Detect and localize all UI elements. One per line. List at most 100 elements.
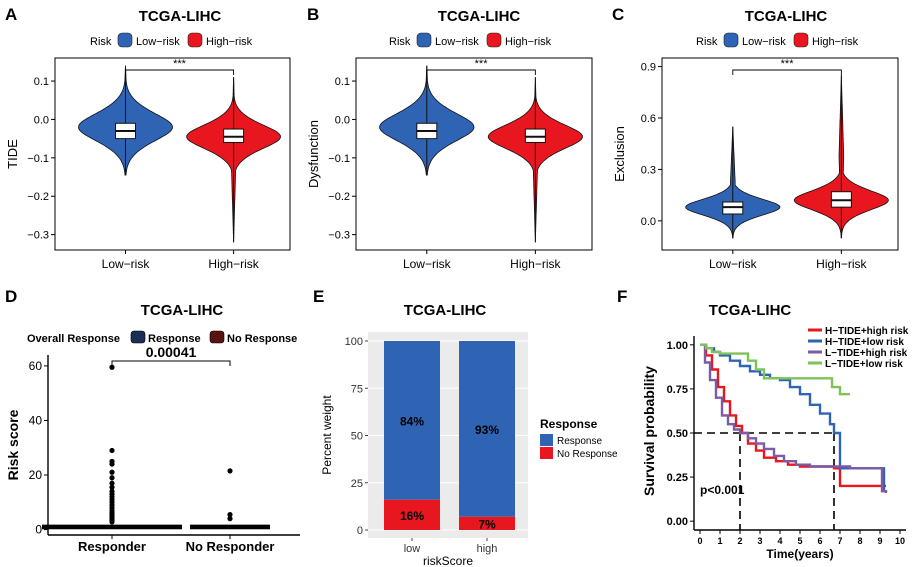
panel-e-title: TCGA-LIHC — [404, 302, 487, 319]
panel-c-ytick-label: 0.6 — [641, 113, 656, 125]
panel-e-legend-title: Response — [540, 417, 598, 431]
panel-d-legend-title: Overall Response — [27, 333, 120, 345]
panel-b-title: TCGA-LIHC — [438, 8, 521, 25]
panel-b-ytick-label: −0.1 — [328, 153, 350, 165]
panel-d-outlier — [109, 519, 115, 525]
panel-b-legend-label-low: Low−risk — [435, 36, 479, 48]
panel-f-legend-label-3: L−TIDE+low risk — [825, 359, 903, 370]
panel-letter-c: C — [612, 5, 624, 24]
panel-c-axes — [661, 57, 899, 251]
panel-a-legend-label-low: Low−risk — [136, 36, 180, 48]
panel-d-ylabel: Risk score — [5, 409, 21, 480]
panel-d-outlier — [109, 461, 115, 467]
panel-a-legend-swatch-low — [117, 32, 133, 48]
panel-f-xtick-label: 0 — [697, 536, 702, 546]
panel-d-ytick-label: 0 — [35, 523, 42, 537]
panel-e-label-noresponse-low: 16% — [400, 509, 424, 523]
panel-e-ytick-label: 50 — [351, 431, 363, 443]
panel-c-legend-title: Risk — [696, 36, 718, 48]
panel-f-legend-label-1: H−TIDE+low risk — [825, 337, 904, 348]
panel-f: TCGA-LIHC 1.00 0.75 0.50 0.25 0.00 0 1 2 3 4 5 6 7 8 9 1… — [641, 302, 909, 561]
panel-e: TCGA-LIHC 100 75 50 25 0 Percent weight 84% 16% l… — [320, 302, 618, 567]
panel-c: TCGA-LIHC Risk Low−risk High−risk 0.9 0.6 0.3 0… — [612, 8, 899, 271]
panel-f-xtick-label: 10 — [895, 536, 905, 546]
panel-letter-a: A — [5, 5, 17, 24]
panel-f-ytick-label: 0.00 — [667, 516, 688, 528]
panel-f-xtick-label: 8 — [857, 536, 862, 546]
panel-d-ytick-label: 40 — [29, 413, 43, 427]
panel-e-ytick-label: 75 — [351, 383, 363, 395]
panel-d-xtick-label: No Responder — [186, 539, 275, 554]
panel-a-xtick-label: High−risk — [208, 257, 259, 271]
panel-e-legend-label-response: Response — [557, 436, 602, 447]
panel-e-ytick-label: 25 — [351, 478, 363, 490]
panel-a-bracket — [125, 69, 235, 75]
panel-d-outlier — [109, 364, 115, 370]
panel-e-legend-label-noresponse: No Response — [557, 449, 618, 460]
panel-f-legend-label-0: H−TIDE+high risk — [825, 326, 909, 337]
panel-d-legend-label-response: Response — [148, 333, 201, 345]
panel-d-legend-swatch-noresponse — [209, 330, 225, 344]
panel-a-significance: *** — [173, 58, 187, 70]
panel-f-ytick-label: 1.00 — [667, 340, 688, 352]
panel-c-bracket — [732, 69, 842, 75]
panel-a-ytick-label: −0.2 — [27, 191, 49, 203]
panel-f-xtick-label: 1 — [717, 536, 722, 546]
panel-a-axes — [54, 57, 291, 251]
panel-d-legend-swatch-response — [130, 330, 146, 344]
panel-d-outlier — [227, 468, 233, 474]
panel-c-legend-label-high: High−risk — [812, 36, 859, 48]
panel-a-legend-title: Risk — [90, 36, 112, 48]
panel-f-curve-1 — [700, 343, 886, 492]
panel-e-label-noresponse-high: 7% — [478, 517, 496, 531]
panel-e-ytick-label: 100 — [345, 336, 363, 348]
panel-d-outlier — [109, 447, 115, 454]
panel-a-ytick-label: −0.1 — [27, 153, 49, 165]
panel-b-ytick-label: −0.2 — [328, 191, 350, 203]
panel-e-label-response-high: 93% — [475, 423, 499, 437]
panel-e-ytick-label: 0 — [357, 525, 363, 537]
panel-c-legend-label-low: Low−risk — [742, 36, 786, 48]
panel-f-curve-3 — [700, 343, 850, 396]
panel-f-ytick-label: 0.50 — [667, 428, 688, 440]
panel-e-xtick-label: low — [404, 543, 421, 555]
panel-b-legend-swatch-low — [416, 32, 432, 48]
panel-c-legend-swatch-low — [723, 32, 739, 48]
panel-c-legend-swatch-high — [793, 32, 809, 48]
panel-letter-d: D — [5, 287, 17, 306]
panel-b-ytick-label: 0.1 — [335, 76, 350, 88]
panel-letter-f: F — [617, 287, 627, 306]
panel-a-ylabel: TIDE — [5, 139, 20, 169]
panel-f-xtick-label: 9 — [877, 536, 882, 546]
panel-c-significance: *** — [781, 58, 795, 70]
panel-b-legend-label-high: High−risk — [505, 36, 552, 48]
panel-a: TCGA-LIHC Risk Low−risk High−risk 0.1 0.0 −0.1… — [5, 8, 291, 271]
panel-c-ylabel: Exclusion — [612, 126, 627, 182]
panel-e-legend-swatch-noresponse — [540, 447, 553, 459]
panel-d-outlier — [109, 484, 115, 490]
panel-a-legend-label-high: High−risk — [206, 36, 253, 48]
panel-b-axes — [355, 57, 593, 251]
panel-e-bar-noresponse-high — [459, 516, 515, 530]
panel-b-ytick-label: −0.3 — [328, 230, 350, 242]
panel-d-outlier — [227, 511, 233, 518]
panel-d-bracket — [111, 360, 231, 366]
panel-a-ytick-label: 0.0 — [34, 114, 49, 126]
panel-f-xtick-label: 2 — [737, 536, 742, 546]
panel-d-ytick-label: 20 — [29, 468, 43, 482]
panel-a-ytick-label: 0.1 — [34, 76, 49, 88]
panel-e-ylabel: Percent weight — [320, 395, 334, 475]
panel-b-legend-swatch-high — [486, 32, 502, 48]
panel-f-curve-2 — [700, 343, 888, 493]
panel-b-ylabel: Dysfunction — [306, 120, 321, 188]
panel-d-outlier — [109, 469, 115, 475]
panel-a-xtick-label: Low−risk — [102, 257, 151, 271]
panel-c-ytick-label: 0.9 — [641, 62, 656, 74]
panel-d-legend-label-noresponse: No Response — [227, 333, 297, 345]
panel-f-ylabel: Survival probability — [641, 366, 657, 496]
panel-f-title: TCGA-LIHC — [709, 302, 792, 319]
panel-d-xtick-label: Responder — [78, 539, 146, 554]
panel-c-xtick-label: Low−risk — [709, 257, 758, 271]
panel-c-ytick-label: 0.0 — [641, 216, 656, 228]
